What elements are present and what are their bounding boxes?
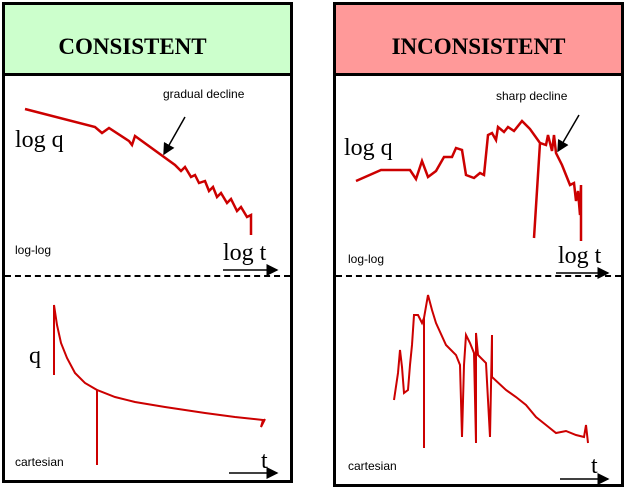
- consistent-plots: log q gradual decline log-log log t q ca…: [15, 87, 279, 479]
- annotation-arrow: [163, 116, 186, 156]
- consistent-header: CONSISTENT: [5, 5, 290, 76]
- inconsistent-panel: INCONSISTENT log q sharp decline log-log…: [333, 2, 624, 487]
- scale-label-cartesian: cartesian: [15, 455, 64, 469]
- ylabel-log-q: log q: [15, 127, 64, 153]
- ylabel-log-q: log q: [344, 135, 393, 161]
- consistent-panel: CONSISTENT log q gradual decline log-log…: [2, 2, 293, 483]
- annotation-sharp-decline: sharp decline: [496, 89, 568, 103]
- xlabel-t: t: [591, 453, 598, 479]
- annotation-gradual-decline: gradual decline: [163, 87, 245, 101]
- curve-consistent-cartesian: [53, 304, 266, 465]
- consistent-title: CONSISTENT: [58, 34, 207, 59]
- annotation-arrow: [557, 114, 580, 153]
- scale-label-log-log: log-log: [15, 243, 51, 257]
- inconsistent-header: INCONSISTENT: [336, 5, 621, 76]
- inconsistent-title: INCONSISTENT: [391, 34, 566, 59]
- curve-consistent-loglog: [24, 107, 253, 235]
- ylabel-q: q: [29, 343, 41, 369]
- scale-label-log-log: log-log: [348, 252, 384, 266]
- curve-inconsistent-cartesian: [393, 294, 589, 448]
- xlabel-t: t: [261, 448, 268, 474]
- divider: [5, 275, 290, 277]
- divider: [336, 275, 621, 277]
- xlabel-log-t: log t: [223, 240, 267, 266]
- xlabel-log-t: log t: [558, 243, 602, 269]
- curve-inconsistent-loglog: [355, 119, 583, 241]
- inconsistent-plots: log q sharp decline log-log log t cartes…: [344, 89, 610, 485]
- scale-label-cartesian: cartesian: [348, 459, 397, 473]
